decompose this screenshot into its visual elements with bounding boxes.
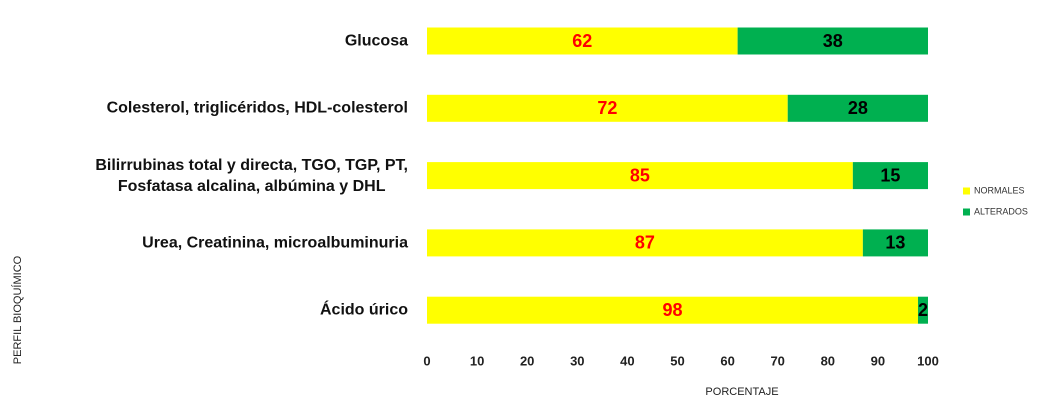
x-tick-label: 80 (821, 353, 835, 368)
data-label: 2 (918, 300, 928, 320)
y-tick-label: Bilirrubinas total y directa, TGO, TGP, … (95, 156, 408, 195)
bar-segment (917, 296, 928, 324)
data-label: 98 (662, 300, 682, 320)
y-axis-label: PERFIL BIOQUÍMICO (11, 255, 24, 364)
bar-segment (852, 162, 928, 190)
x-tick-label: 50 (670, 353, 684, 368)
data-label: 28 (848, 98, 868, 118)
legend-swatch (963, 208, 970, 216)
y-tick-label: Urea, Creatinina, microalbuminuria (142, 234, 408, 252)
bar-segment (787, 94, 928, 122)
x-tick-label: 70 (770, 353, 784, 368)
x-tick-label: 20 (520, 353, 534, 368)
x-tick-label: 40 (620, 353, 634, 368)
x-tick-label: 90 (871, 353, 885, 368)
bar-segment (427, 229, 863, 257)
legend-label: NORMALES (974, 185, 1025, 195)
data-label: 13 (885, 233, 905, 253)
bar-segment (737, 27, 928, 55)
x-axis-label: PORCENTAJE (705, 386, 778, 398)
data-label: 15 (880, 165, 900, 185)
bar-segment (427, 296, 918, 324)
data-label: 72 (597, 98, 617, 118)
x-tick-label: 30 (570, 353, 584, 368)
legend-label: ALTERADOS (974, 206, 1028, 216)
bar-segment (427, 94, 788, 122)
data-label: 85 (630, 165, 650, 185)
x-tick-label: 0 (423, 353, 430, 368)
bar-segment (862, 229, 928, 257)
y-tick-label: Glucosa (344, 32, 408, 50)
data-label: 62 (572, 31, 592, 51)
x-tick-label: 100 (917, 353, 939, 368)
bar-segment (427, 162, 853, 190)
x-tick-label: 10 (470, 353, 484, 368)
legend-swatch (963, 187, 970, 195)
bar-segment (427, 27, 738, 55)
y-tick-label: Ácido úrico (319, 301, 408, 319)
x-tick-label: 60 (720, 353, 734, 368)
data-label: 87 (635, 233, 655, 253)
data-label: 38 (823, 31, 843, 51)
y-tick-label: Colesterol, triglicéridos, HDL-colestero… (106, 99, 408, 117)
